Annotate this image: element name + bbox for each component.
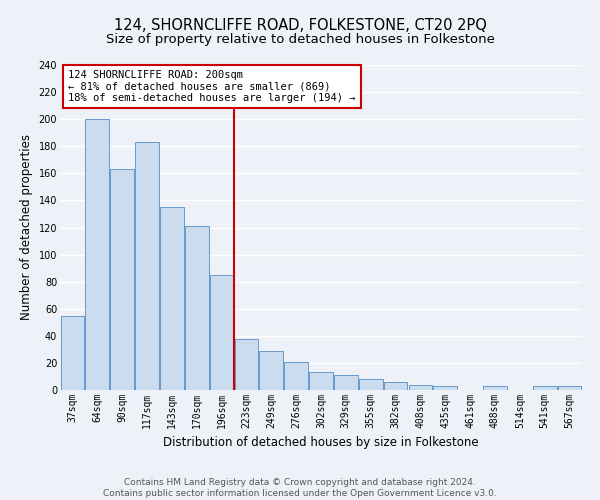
Bar <box>85 119 109 390</box>
Bar <box>284 362 308 390</box>
Text: Size of property relative to detached houses in Folkestone: Size of property relative to detached ho… <box>106 32 494 46</box>
Text: 124, SHORNCLIFFE ROAD, FOLKESTONE, CT20 2PQ: 124, SHORNCLIFFE ROAD, FOLKESTONE, CT20 … <box>113 18 487 32</box>
Bar <box>384 382 407 390</box>
Bar <box>409 384 432 390</box>
Y-axis label: Number of detached properties: Number of detached properties <box>20 134 33 320</box>
Bar <box>160 207 184 390</box>
Text: 124 SHORNCLIFFE ROAD: 200sqm
← 81% of detached houses are smaller (869)
18% of s: 124 SHORNCLIFFE ROAD: 200sqm ← 81% of de… <box>68 70 355 103</box>
Bar <box>235 338 258 390</box>
Bar <box>210 275 233 390</box>
Bar <box>259 350 283 390</box>
Bar <box>359 379 383 390</box>
Bar <box>135 142 159 390</box>
Bar <box>309 372 333 390</box>
Bar <box>433 386 457 390</box>
Bar <box>334 375 358 390</box>
Bar <box>110 170 134 390</box>
Bar <box>61 316 84 390</box>
Bar <box>483 386 507 390</box>
X-axis label: Distribution of detached houses by size in Folkestone: Distribution of detached houses by size … <box>163 436 479 450</box>
Bar <box>185 226 209 390</box>
Bar <box>558 386 581 390</box>
Bar <box>533 386 557 390</box>
Text: Contains HM Land Registry data © Crown copyright and database right 2024.
Contai: Contains HM Land Registry data © Crown c… <box>103 478 497 498</box>
